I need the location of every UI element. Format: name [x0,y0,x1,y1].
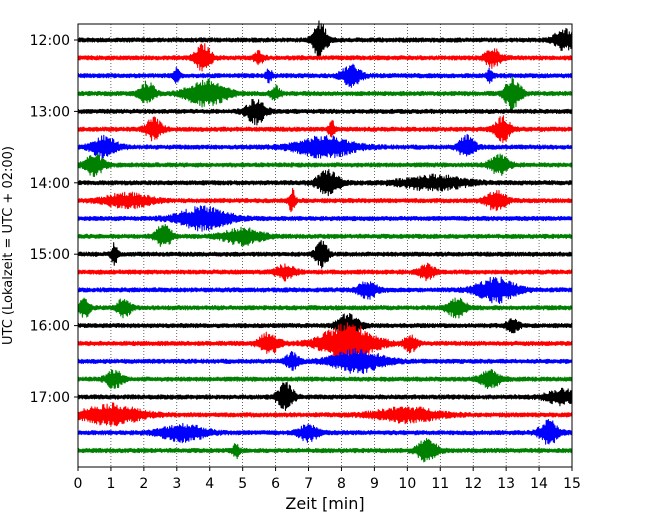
trace-1415 [77,187,573,213]
trace-1630 [77,348,573,375]
plot-frame [77,23,573,468]
trace-1745 [77,438,573,463]
x-tick-label: 11 [431,476,449,492]
seismogram-traces [77,20,573,463]
y-axis-ticks: 12:00 13:00 14:00 15:00 16:00 17:00 [30,33,78,406]
trace-1530 [77,276,573,305]
trace-1615 [77,322,573,365]
trace-1500 [77,240,573,269]
trace-1315 [77,115,573,144]
y-tick-label: 17:00 [30,390,70,406]
trace-1400 [77,168,573,197]
y-tick-label: 13:00 [30,104,70,120]
y-tick-label: 12:00 [30,33,70,49]
trace-1600 [77,312,573,338]
trace-1645 [77,368,573,390]
x-tick-label: 8 [337,476,346,492]
x-tick-label: 13 [497,476,515,492]
trace-1345 [77,153,573,178]
trace-1300 [77,98,573,126]
y-tick-label: 14:00 [30,176,70,192]
trace-1715 [77,402,573,427]
trace-1330 [77,133,573,160]
x-tick-label: 7 [304,476,313,492]
x-tick-label: 10 [398,476,416,492]
x-axis-ticks: 0 1 2 3 4 5 6 7 8 9 10 11 12 13 14 15 [74,467,581,492]
x-tick-label: 9 [370,476,379,492]
trace-1200 [77,20,573,60]
trace-1215 [77,43,573,72]
trace-1700 [77,382,573,412]
trace-1515 [77,262,573,282]
x-tick-label: 5 [238,476,247,492]
trace-1445 [77,223,573,248]
x-tick-label: 15 [563,476,581,492]
trace-1545 [77,297,573,319]
x-axis-label: Zeit [min] [285,494,364,513]
trace-1730 [77,419,573,445]
x-tick-label: 4 [205,476,214,492]
x-tick-label: 14 [530,476,548,492]
trace-1230 [77,63,573,88]
x-tick-label: 6 [271,476,280,492]
trace-1430 [77,205,573,232]
trace-1245 [77,76,573,112]
x-tick-label: 2 [139,476,148,492]
x-tick-label: 1 [106,476,115,492]
x-tick-label: 0 [74,476,83,492]
y-tick-label: 15:00 [30,247,70,263]
y-axis-label: UTC (Lokalzeit = UTC + 02:00) [1,146,16,345]
x-tick-label: 3 [172,476,181,492]
y-tick-label: 16:00 [30,319,70,335]
x-tick-label: 12 [464,476,482,492]
